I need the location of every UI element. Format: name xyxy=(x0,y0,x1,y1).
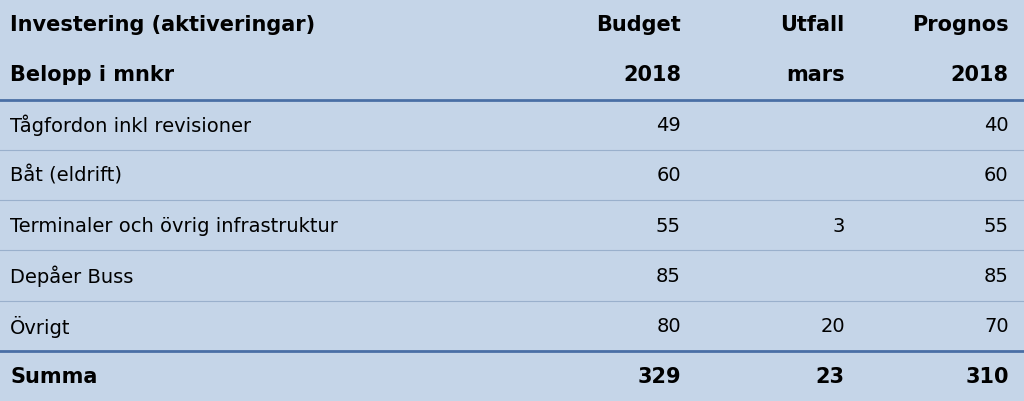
Text: 40: 40 xyxy=(984,116,1009,135)
Text: Belopp i mnkr: Belopp i mnkr xyxy=(10,65,174,85)
Text: 3: 3 xyxy=(833,216,845,235)
Text: Investering (aktiveringar): Investering (aktiveringar) xyxy=(10,15,315,35)
Text: Båt (eldrift): Båt (eldrift) xyxy=(10,166,122,185)
Text: 20: 20 xyxy=(820,316,845,335)
Text: 310: 310 xyxy=(966,366,1009,386)
Text: 85: 85 xyxy=(984,266,1009,285)
Text: Övrigt: Övrigt xyxy=(10,315,71,337)
Text: 60: 60 xyxy=(656,166,681,185)
Text: 23: 23 xyxy=(816,366,845,386)
Text: Summa: Summa xyxy=(10,366,97,386)
Text: Tågfordon inkl revisioner: Tågfordon inkl revisioner xyxy=(10,115,251,136)
Text: Depåer Buss: Depåer Buss xyxy=(10,265,133,286)
Text: 49: 49 xyxy=(656,116,681,135)
Text: 2018: 2018 xyxy=(623,65,681,85)
Text: 55: 55 xyxy=(656,216,681,235)
Text: Budget: Budget xyxy=(596,15,681,35)
Text: 2018: 2018 xyxy=(950,65,1009,85)
Text: 60: 60 xyxy=(984,166,1009,185)
Text: 329: 329 xyxy=(637,366,681,386)
Text: 80: 80 xyxy=(656,316,681,335)
Text: Prognos: Prognos xyxy=(912,15,1009,35)
Text: mars: mars xyxy=(786,65,845,85)
Text: Utfall: Utfall xyxy=(780,15,845,35)
Text: 55: 55 xyxy=(984,216,1009,235)
Text: 70: 70 xyxy=(984,316,1009,335)
Text: Terminaler och övrig infrastruktur: Terminaler och övrig infrastruktur xyxy=(10,216,338,235)
Text: 85: 85 xyxy=(656,266,681,285)
